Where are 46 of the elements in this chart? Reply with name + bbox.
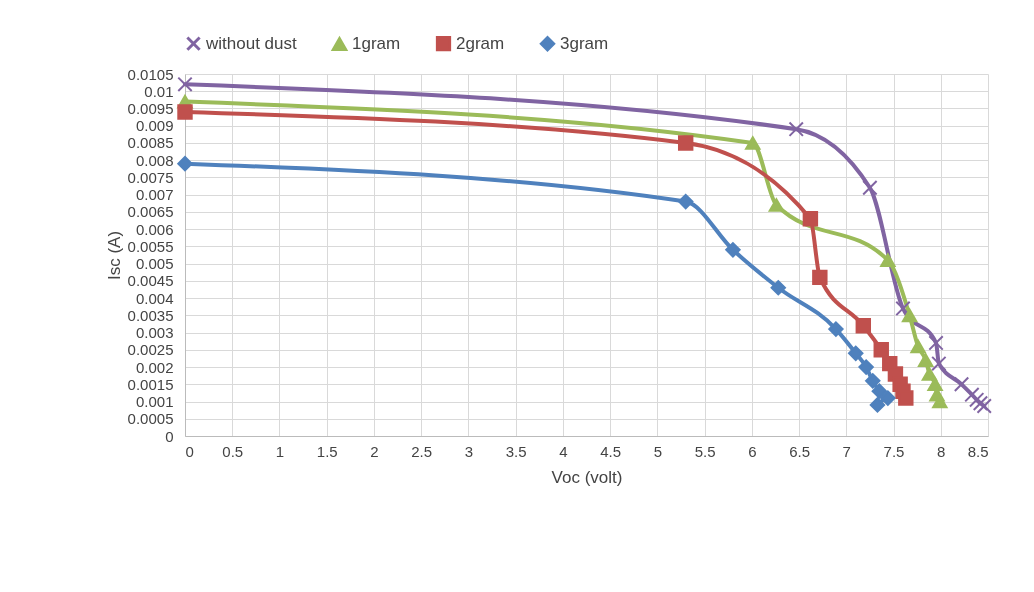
x-tick-label: 7.5 xyxy=(883,442,905,460)
y-axis-title: Isc (A) xyxy=(104,230,124,281)
y-tick-label: 0.0105 xyxy=(127,65,174,83)
y-tick-label: 0.003 xyxy=(135,324,174,342)
y-tick-label: 0.0075 xyxy=(127,168,174,186)
y-tick-label: 0.001 xyxy=(135,393,174,411)
x-tick-label: 0.5 xyxy=(222,442,244,460)
y-tick-label: 0.0095 xyxy=(127,99,174,117)
x-tick-label: 8.5 xyxy=(967,442,989,460)
x-tick-label: 5 xyxy=(653,442,663,460)
x-tick-label: 3 xyxy=(464,442,474,460)
x-tick-label: 3.5 xyxy=(505,442,527,460)
x-tick-label: 4.5 xyxy=(600,442,622,460)
x-tick-label: 5.5 xyxy=(694,442,716,460)
y-tick-label: 0.0005 xyxy=(127,410,174,428)
y-tick-label: 0.0055 xyxy=(127,237,174,255)
y-tick-label: 0.0015 xyxy=(127,375,174,393)
x-tick-label: 2 xyxy=(370,442,379,460)
legend-label: 2gram xyxy=(456,33,505,53)
x-tick-label: 8 xyxy=(937,442,946,460)
x-tick-label: 1.5 xyxy=(316,442,338,460)
y-tick-label: 0.0025 xyxy=(127,341,174,359)
x-tick-label: 6.5 xyxy=(789,442,810,460)
y-tick-label: 0.005 xyxy=(135,255,174,273)
y-tick-label: 0.0045 xyxy=(127,272,174,290)
y-tick-label: 0.007 xyxy=(135,186,174,204)
y-tick-label: 0.0065 xyxy=(127,203,174,221)
x-tick-label: 1 xyxy=(275,442,285,460)
x-tick-label: 2.5 xyxy=(411,442,433,460)
legend-label: 3gram xyxy=(560,33,609,53)
x-tick-label: 6 xyxy=(748,442,757,460)
y-tick-label: 0.008 xyxy=(135,151,174,169)
x-tick-label: 0 xyxy=(185,442,194,460)
legend-label: without dust xyxy=(205,33,297,53)
y-tick-label: 0 xyxy=(165,427,174,445)
x-tick-label: 7 xyxy=(842,442,851,460)
y-tick-label: 0.004 xyxy=(135,289,174,307)
y-tick-label: 0.0085 xyxy=(127,134,174,152)
y-tick-label: 0.009 xyxy=(135,117,174,135)
y-tick-label: 0.01 xyxy=(144,82,174,100)
y-tick-label: 0.006 xyxy=(135,220,174,238)
legend-label: 1gram xyxy=(352,34,401,54)
y-tick-label: 0.002 xyxy=(135,358,174,376)
x-tick-label: 4 xyxy=(559,442,568,460)
x-axis-title: Voc (volt) xyxy=(551,467,623,487)
y-tick-label: 0.0035 xyxy=(127,306,174,324)
